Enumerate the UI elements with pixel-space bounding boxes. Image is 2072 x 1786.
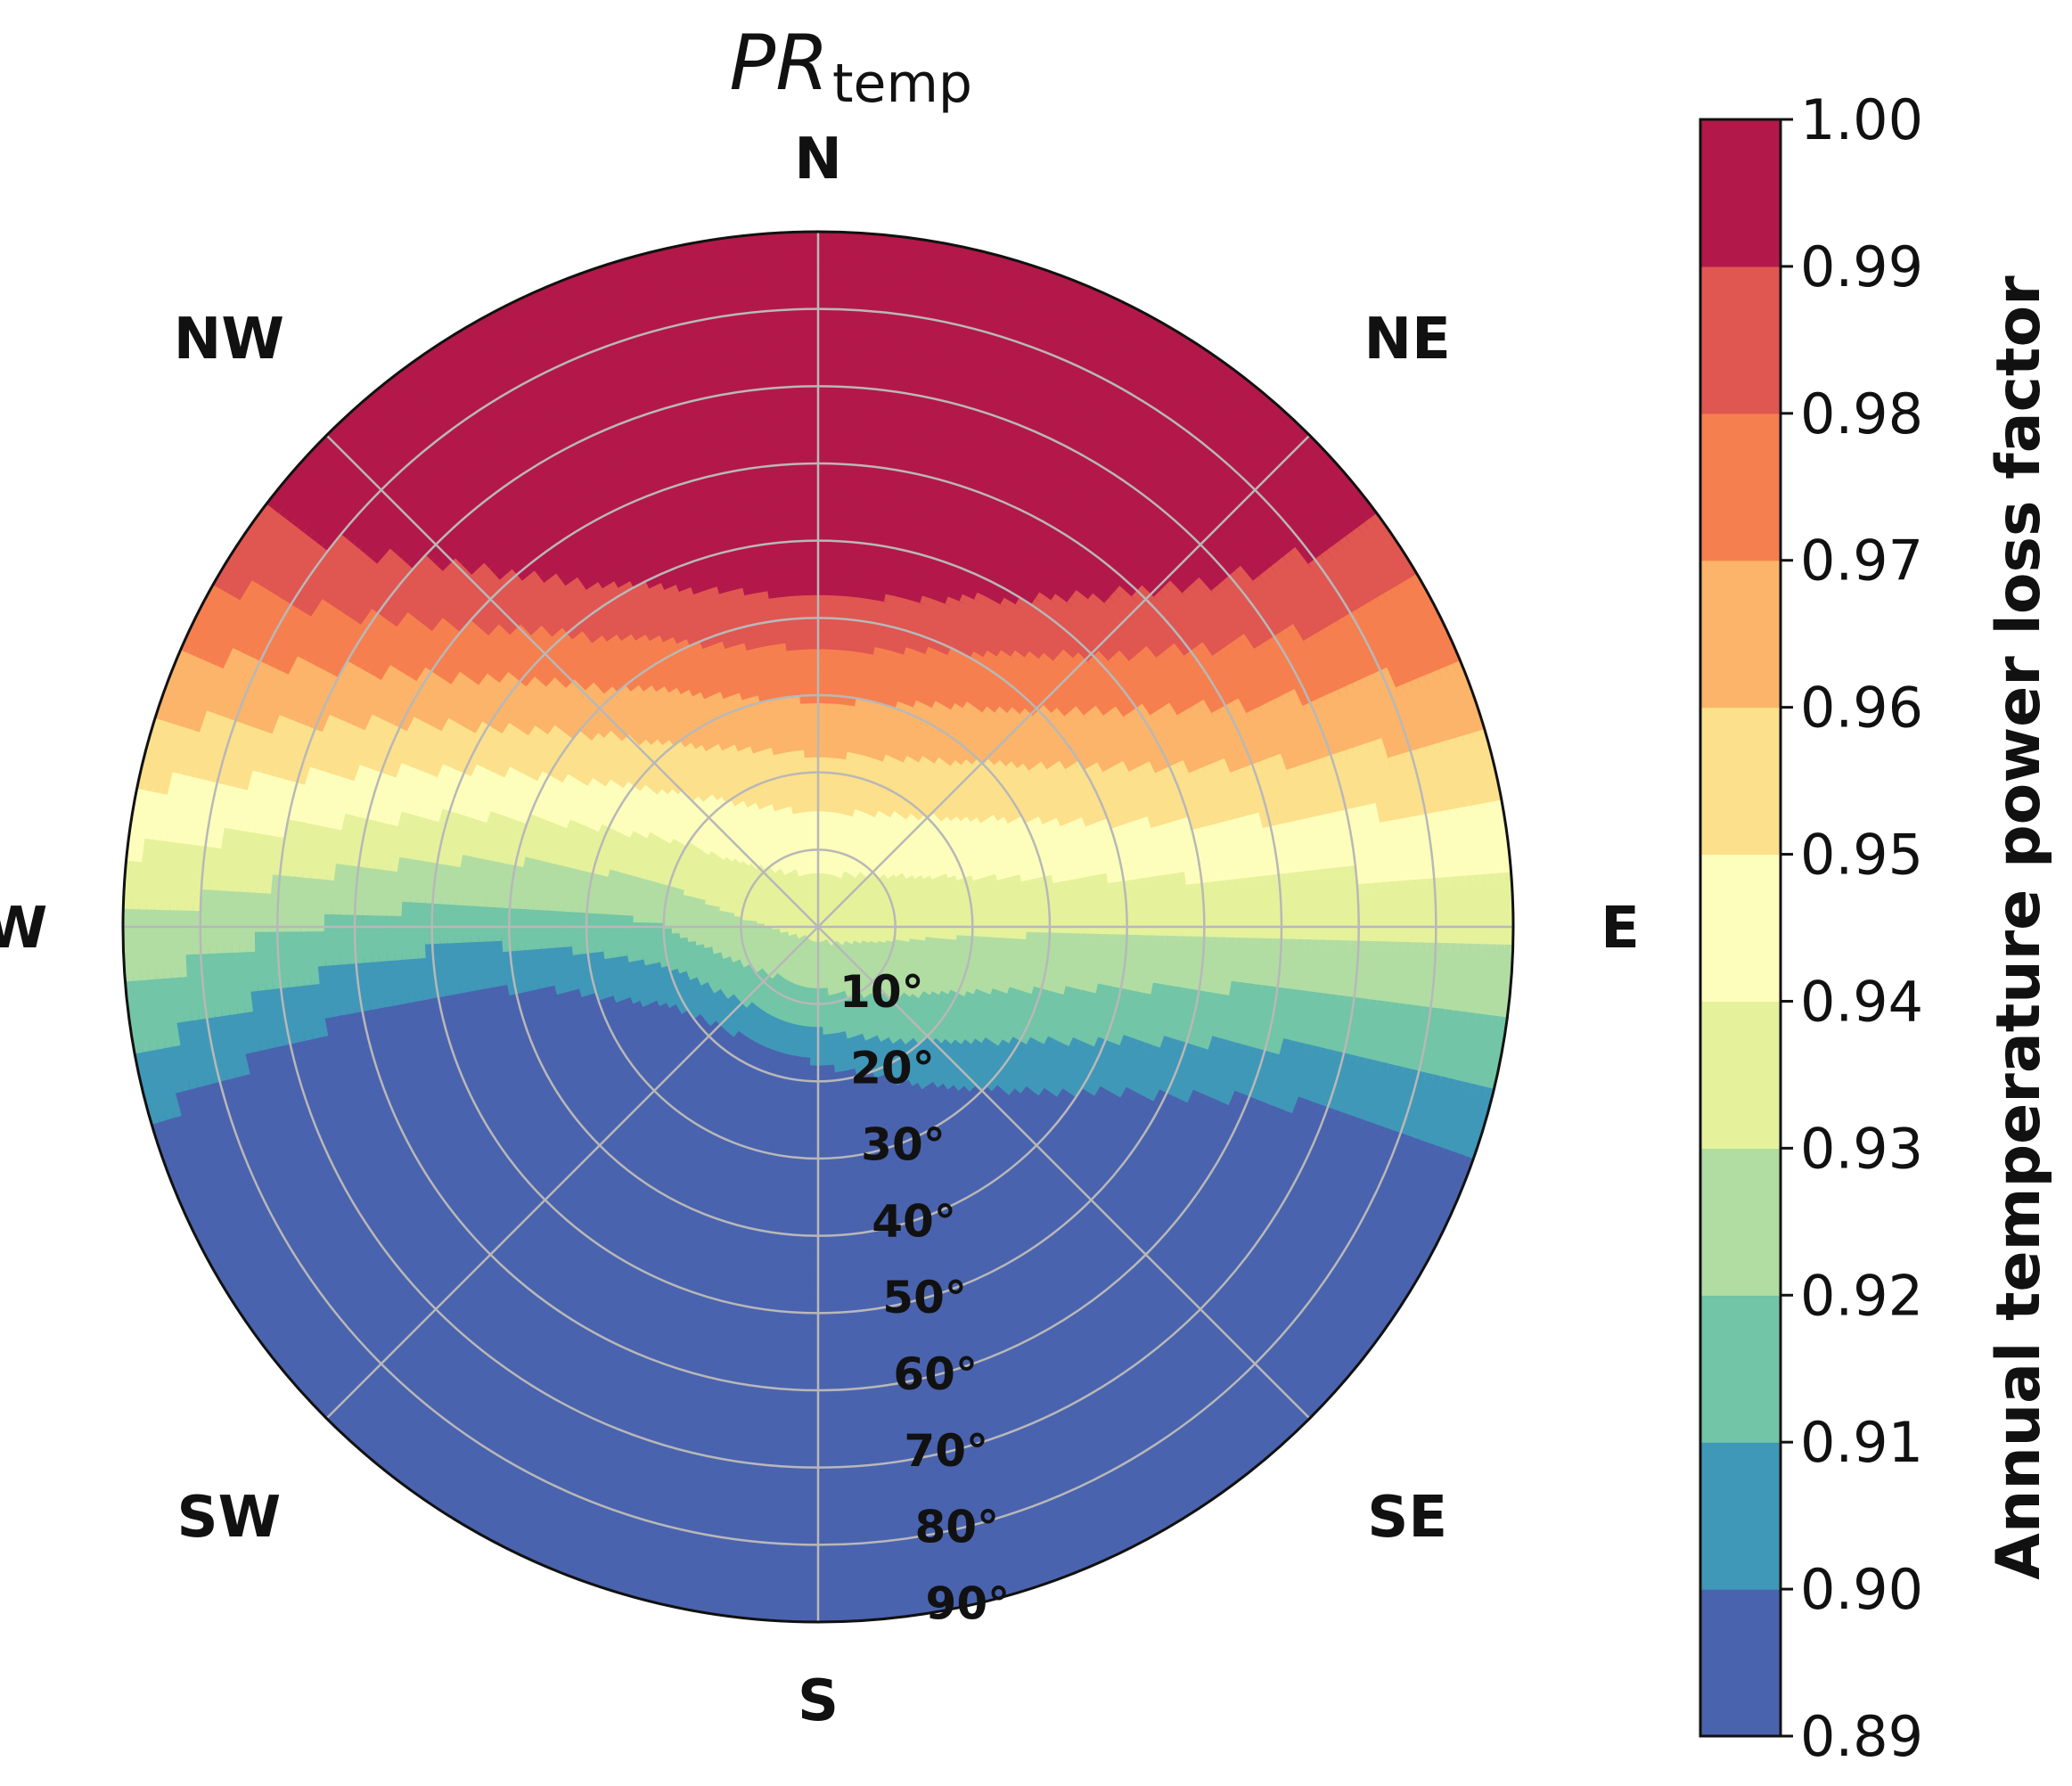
chart-title: PR temp bbox=[729, 19, 972, 115]
title-main: PR bbox=[729, 19, 829, 108]
contour-fill bbox=[123, 232, 1513, 1622]
title-subscript: temp bbox=[832, 53, 972, 115]
